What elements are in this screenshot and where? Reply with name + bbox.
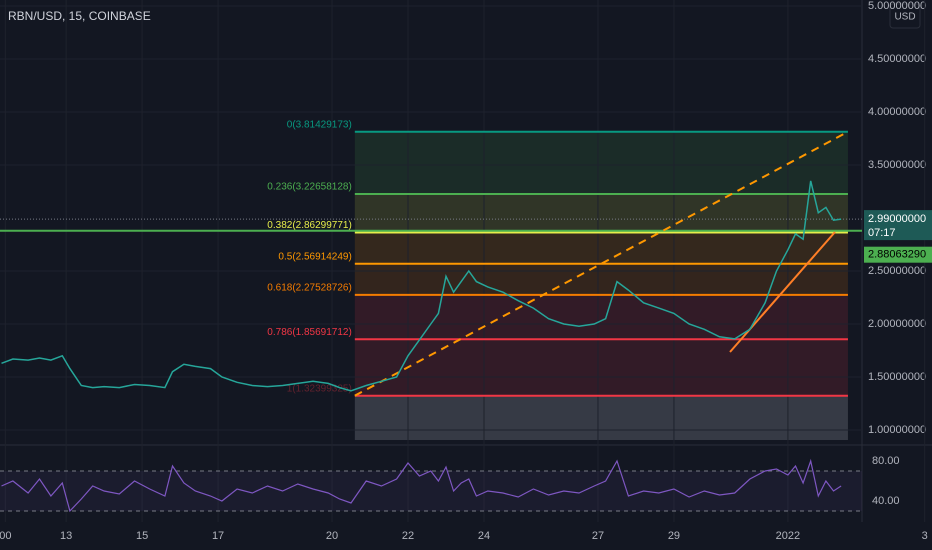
fib-zone	[354, 232, 848, 264]
rsi-line	[1, 458, 842, 513]
x-tick-label: 20	[326, 530, 338, 542]
fib-zone	[354, 339, 848, 396]
last-price-label: 2.99000000	[868, 213, 926, 225]
rsi-band-fill	[0, 471, 862, 511]
countdown: 07:17	[868, 227, 896, 239]
x-tick-label: 3	[922, 530, 928, 542]
last-price-tag	[864, 210, 932, 241]
x-tick-label: 24	[478, 530, 490, 542]
rsi-tick-label: 80.00	[872, 455, 900, 467]
y-tick-label: 1.00000000	[868, 424, 926, 436]
fib-zone	[354, 131, 848, 195]
x-tick-label: 15	[136, 530, 148, 542]
y-tick-label: 1.50000000	[868, 371, 926, 383]
price-line	[1, 180, 842, 392]
fib-zone	[354, 194, 848, 233]
fib-label: 0.5(2.56914249)	[278, 251, 351, 262]
chart-title: RBN/USD, 15, COINBASE	[8, 9, 151, 23]
y-tick-label: 5.00000000	[868, 0, 926, 12]
horizontal-line-tag	[864, 246, 932, 263]
currency-box[interactable]	[889, 3, 921, 29]
y-tick-label: 4.00000000	[868, 106, 926, 118]
fib-label: 0.236(3.22658128)	[267, 182, 352, 193]
y-tick-label: 2.00000000	[868, 318, 926, 330]
fib-label: 0(3.81429173)	[287, 119, 352, 130]
x-tick-label: 22	[402, 530, 414, 542]
trend-line	[729, 231, 836, 353]
x-tick-label: 2022	[776, 530, 800, 542]
fib-label: 0.618(2.27528726)	[267, 282, 352, 293]
rsi-tick-label: 40.00	[872, 495, 900, 507]
horizontal-line-label: 2.88063290	[868, 249, 926, 261]
x-tick-label: 00	[0, 530, 11, 542]
y-tick-label: 3.50000000	[868, 159, 926, 171]
x-tick-label: 17	[212, 530, 224, 542]
y-tick-label: 2.50000000	[868, 265, 926, 277]
x-tick-label: 29	[668, 530, 680, 542]
x-tick-label: 13	[60, 530, 72, 542]
x-tick-label: 27	[592, 530, 604, 542]
fib-label: 0.786(1.85691712)	[267, 327, 352, 338]
fib-extension-zone	[354, 395, 848, 440]
y-tick-label: 4.50000000	[868, 53, 926, 65]
fib-zone	[354, 263, 848, 295]
currency: USD	[894, 12, 915, 23]
trend-line	[354, 130, 849, 397]
fib-label: 1(1.32399325)	[287, 383, 352, 394]
fib-label: 0.382(2.86299771)	[267, 220, 352, 231]
